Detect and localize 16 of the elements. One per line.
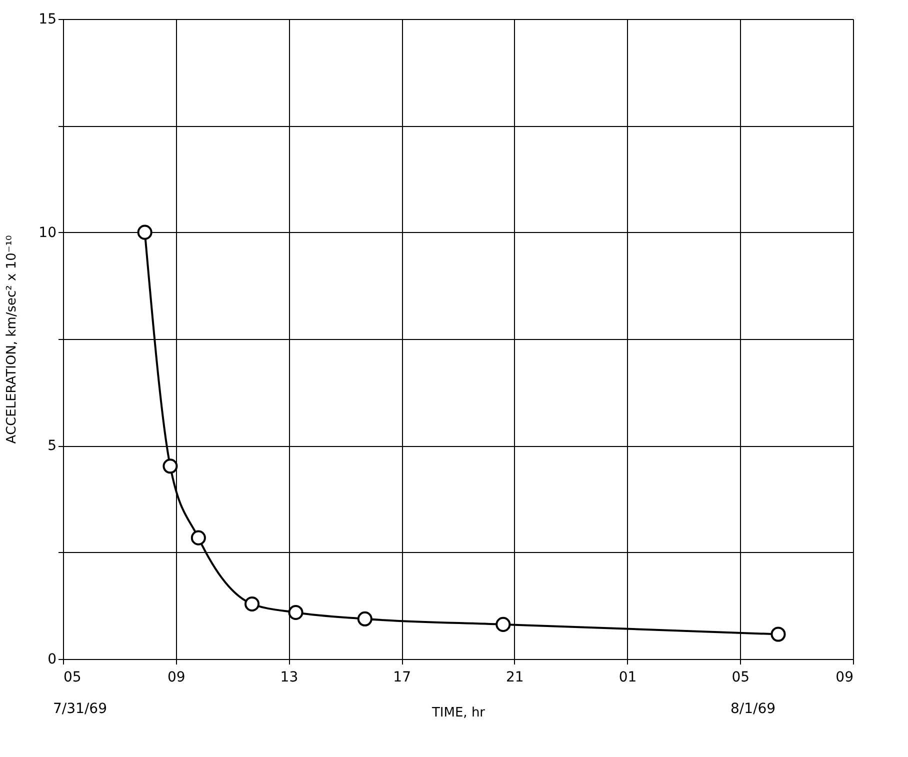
- x-tick-label: 05: [732, 670, 750, 686]
- text: 8/1/69: [730, 701, 776, 717]
- x-tick-label: 09: [167, 670, 186, 686]
- x-tick-label: 17: [393, 670, 411, 686]
- y-axis-title: ACCELERATION, km/sec² x 10⁻¹⁰: [4, 235, 20, 444]
- text: 7/31/69: [53, 701, 107, 717]
- x-tick-label: 05: [64, 670, 82, 686]
- x-tick-label: 21: [506, 670, 524, 686]
- y-tick-label: 10: [38, 224, 56, 241]
- x-tick-label: 09: [836, 670, 854, 686]
- x-tick-label: 01: [618, 670, 637, 686]
- x-tick-label: 13: [280, 670, 298, 686]
- y-tick-label: 0: [48, 652, 56, 668]
- y-tick-label: 5: [48, 438, 56, 454]
- x-axis-title: TIME, hr: [430, 706, 486, 720]
- y-tick-label: 15: [38, 12, 56, 28]
